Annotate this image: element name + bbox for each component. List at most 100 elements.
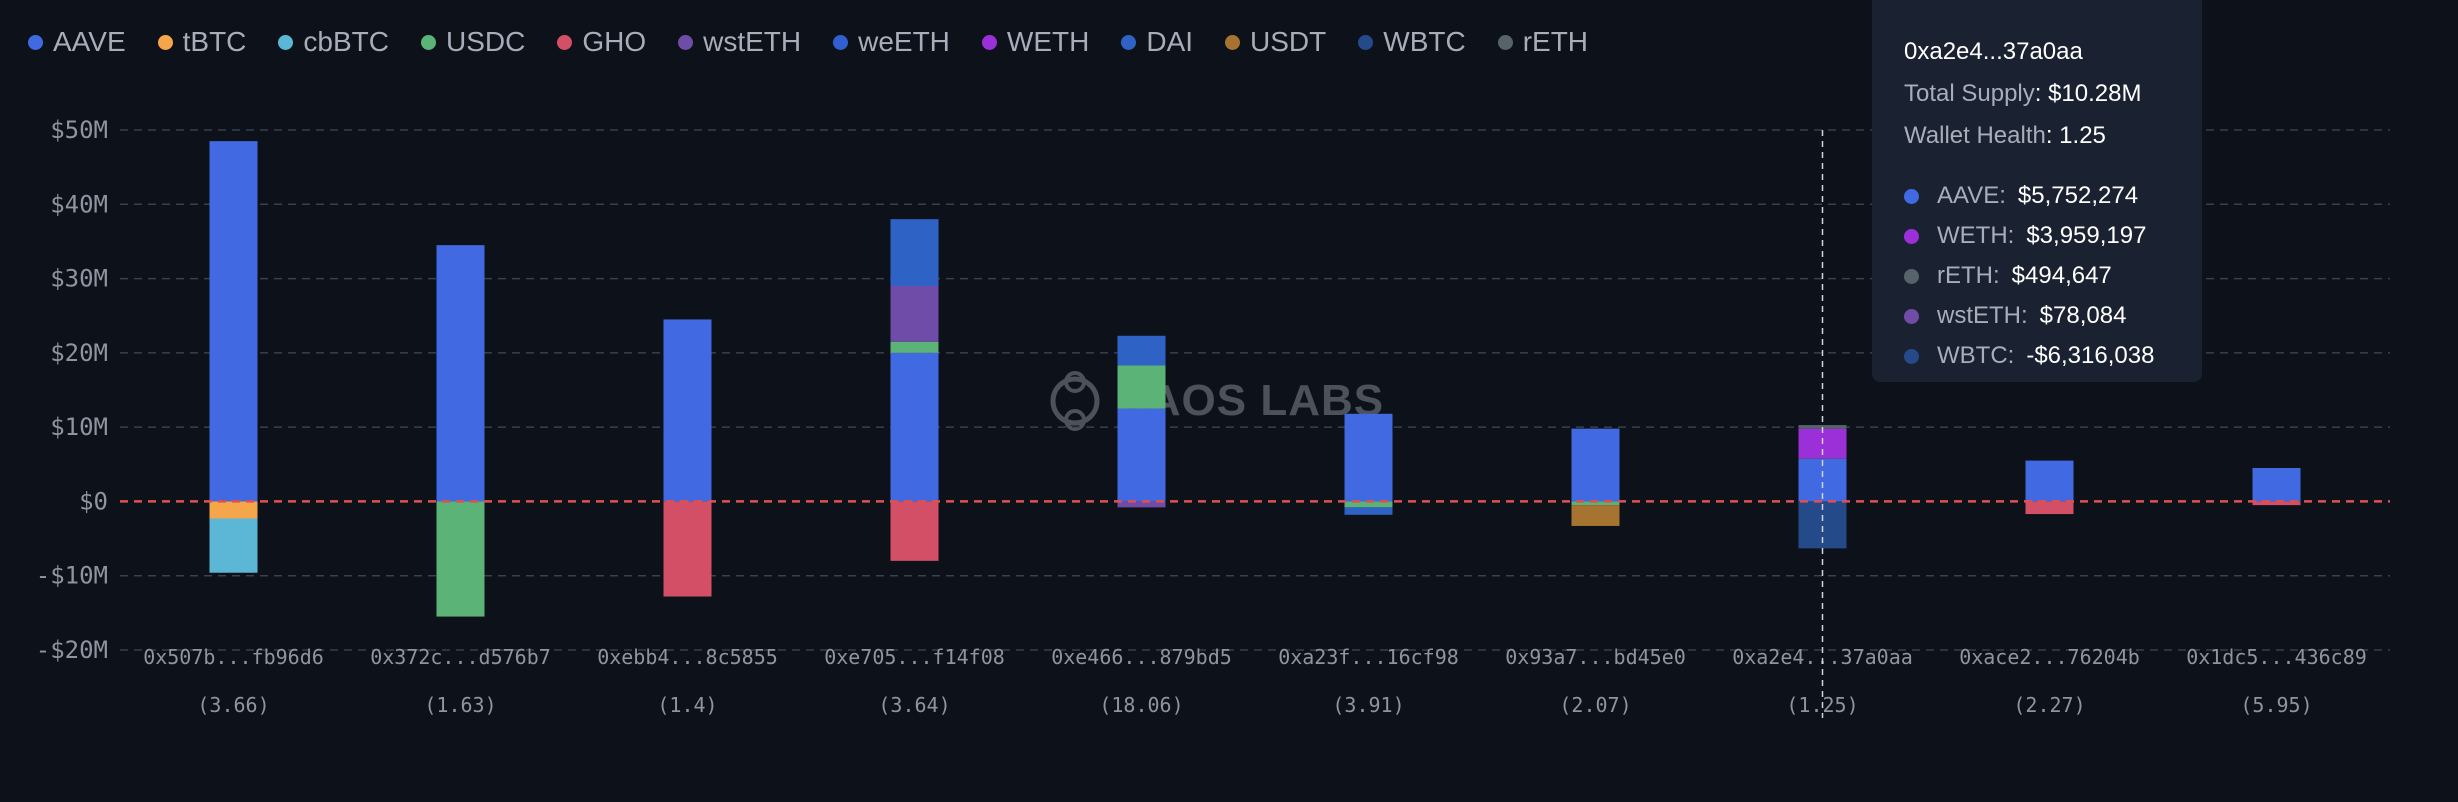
x-tick-health-label: (2.27) (2013, 693, 2085, 717)
tooltip-entry-value: $3,959,197 (2026, 222, 2147, 249)
bar-segment-wsteth[interactable] (890, 286, 939, 342)
tooltip-address: 0xa2e4...37a0aa (1904, 38, 2083, 65)
bar-segment-aave[interactable] (890, 352, 939, 502)
x-tick-label: 0x507b...fb96d6 (143, 645, 324, 669)
bar-segment-aave[interactable] (2025, 460, 2074, 502)
bar-segment-aave[interactable] (1117, 408, 1166, 502)
tooltip-entry-name: rETH: (1937, 262, 2000, 289)
tooltip-entry: wstETH: $78,084 (1904, 296, 2170, 336)
x-tick-label: 0xa23f...16cf98 (1278, 645, 1459, 669)
tooltip-total-supply: Total Supply: $10.28M (1904, 80, 2170, 108)
bar-segment-reth[interactable] (1798, 425, 1847, 429)
x-tick-label: 0x93a7...bd45e0 (1505, 645, 1686, 669)
y-tick-label: $30M (50, 265, 108, 293)
tooltip-wallet-health: Wallet Health: 1.25 (1904, 122, 2170, 150)
legend-item-wbtc[interactable]: WBTC (1358, 26, 1466, 58)
chart-legend: AAVE tBTC cbBTC USDC GHO wstETH weETH WETH DAI US… (28, 26, 1620, 58)
legend-item-cbbtc[interactable]: cbBTC (278, 26, 389, 58)
bar-segment-gho[interactable] (2252, 501, 2301, 506)
bar-segment-wsteth[interactable] (1117, 501, 1166, 508)
bar-segment-gho[interactable] (890, 501, 939, 561)
legend-item-tbtc[interactable]: tBTC (157, 26, 247, 58)
bar-segment-aave[interactable] (1571, 428, 1620, 502)
legend-label: wstETH (703, 26, 802, 57)
chart-tooltip: 0xa2e4...37a0aa Total Supply: $10.28M Wa… (1872, 0, 2202, 382)
legend-dot-icon (981, 34, 997, 50)
bar-segment-tbtc[interactable] (209, 501, 258, 519)
x-tick-health-label: (3.64) (878, 693, 950, 717)
tooltip-entries: AAVE: $5,752,274 WETH: $3,959,197 rETH: $494,… (1904, 176, 2170, 376)
bar-segment-gho[interactable] (2025, 501, 2074, 515)
bar-segment-usdc[interactable] (1117, 365, 1166, 409)
legend-dot-icon (28, 34, 43, 50)
bar-segment-usdc[interactable] (890, 341, 939, 353)
legend-item-usdc[interactable]: USDC (420, 26, 526, 58)
legend-label: weETH (858, 26, 950, 57)
bar-segment-aave[interactable] (663, 319, 712, 502)
bar-segment-aave[interactable] (436, 245, 485, 502)
x-tick-health-label: (3.91) (1332, 693, 1404, 717)
legend-item-weeth[interactable]: weETH (833, 26, 950, 58)
tooltip-dot-icon (1904, 308, 1919, 324)
legend-dot-icon (157, 34, 173, 50)
x-tick-health-label: (3.66) (197, 693, 269, 717)
x-tick-health-label: (1.4) (657, 693, 717, 717)
bar-segment-aave[interactable] (209, 141, 258, 502)
bar-segment-gho[interactable] (663, 501, 712, 597)
legend-label: GHO (582, 26, 647, 57)
bar-segment-aave[interactable] (1344, 413, 1393, 502)
bar-segment-cbbtc[interactable] (209, 518, 258, 573)
tooltip-health-value: : 1.25 (2045, 122, 2106, 149)
legend-item-dai[interactable]: DAI (1121, 26, 1193, 58)
legend-dot-icon (1121, 34, 1137, 50)
y-tick-label: $10M (50, 413, 108, 441)
tooltip-entry: rETH: $494,647 (1904, 256, 2170, 296)
bar-segment-usdc[interactable] (436, 501, 485, 617)
tooltip-dot-icon (1904, 188, 1919, 204)
bar-segment-usdc[interactable] (1571, 501, 1620, 506)
bar-segment-dai[interactable] (890, 219, 939, 286)
legend-item-weth[interactable]: WETH (981, 26, 1089, 58)
bar-segment-usdt[interactable] (1571, 505, 1620, 526)
legend-item-reth[interactable]: rETH (1497, 26, 1588, 58)
y-tick-label: $0 (79, 487, 108, 515)
y-tick-label: $50M (50, 116, 108, 144)
bar-segment-aave[interactable] (2252, 468, 2301, 502)
tooltip-entry-value: $494,647 (2011, 262, 2112, 289)
x-tick-health-label: (5.95) (2240, 693, 2312, 717)
tooltip-entry: WETH: $3,959,197 (1904, 216, 2170, 256)
bar-segment-dai[interactable] (1344, 507, 1393, 515)
tooltip-dot-icon (1904, 228, 1919, 244)
y-tick-label: -$10M (36, 562, 108, 590)
x-tick-label: 0xe466...879bd5 (1051, 645, 1232, 669)
legend-label: USDC (445, 26, 526, 57)
x-tick-label: 0xebb4...8c5855 (597, 645, 778, 669)
tooltip-supply-value: : $10.28M (2034, 80, 2142, 107)
legend-item-usdt[interactable]: USDT (1225, 26, 1326, 58)
legend-item-wsteth[interactable]: wstETH (678, 26, 801, 58)
legend-dot-icon (1358, 34, 1374, 50)
y-tick-label: $20M (50, 339, 108, 367)
x-tick-health-label: (1.63) (424, 693, 496, 717)
legend-dot-icon (1497, 34, 1513, 50)
legend-dot-icon (420, 34, 436, 50)
bar-segment-usdc[interactable] (1344, 501, 1393, 508)
x-tick-label: 0x1dc5...436c89 (2186, 645, 2367, 669)
legend-dot-icon (678, 34, 694, 50)
legend-label: DAI (1146, 26, 1194, 57)
tooltip-supply-label: Total Supply (1904, 80, 2035, 107)
y-tick-label: -$20M (36, 636, 108, 664)
tooltip-entry-name: WBTC: (1937, 342, 2015, 369)
legend-item-aave[interactable]: AAVE (28, 26, 126, 58)
legend-label: tBTC (182, 26, 247, 57)
bar-segment-dai[interactable] (1117, 335, 1166, 366)
chaos-labs-logo-icon (1050, 371, 1100, 431)
legend-item-gho[interactable]: GHO (557, 26, 646, 58)
x-tick-label: 0xe705...f14f08 (824, 645, 1005, 669)
x-tick-label: 0xace2...76204b (1959, 645, 2140, 669)
tooltip-dot-icon (1904, 268, 1919, 284)
tooltip-entry-name: wstETH: (1937, 302, 2028, 329)
legend-dot-icon (278, 34, 294, 50)
bar-segment-wsteth[interactable] (1798, 458, 1847, 460)
